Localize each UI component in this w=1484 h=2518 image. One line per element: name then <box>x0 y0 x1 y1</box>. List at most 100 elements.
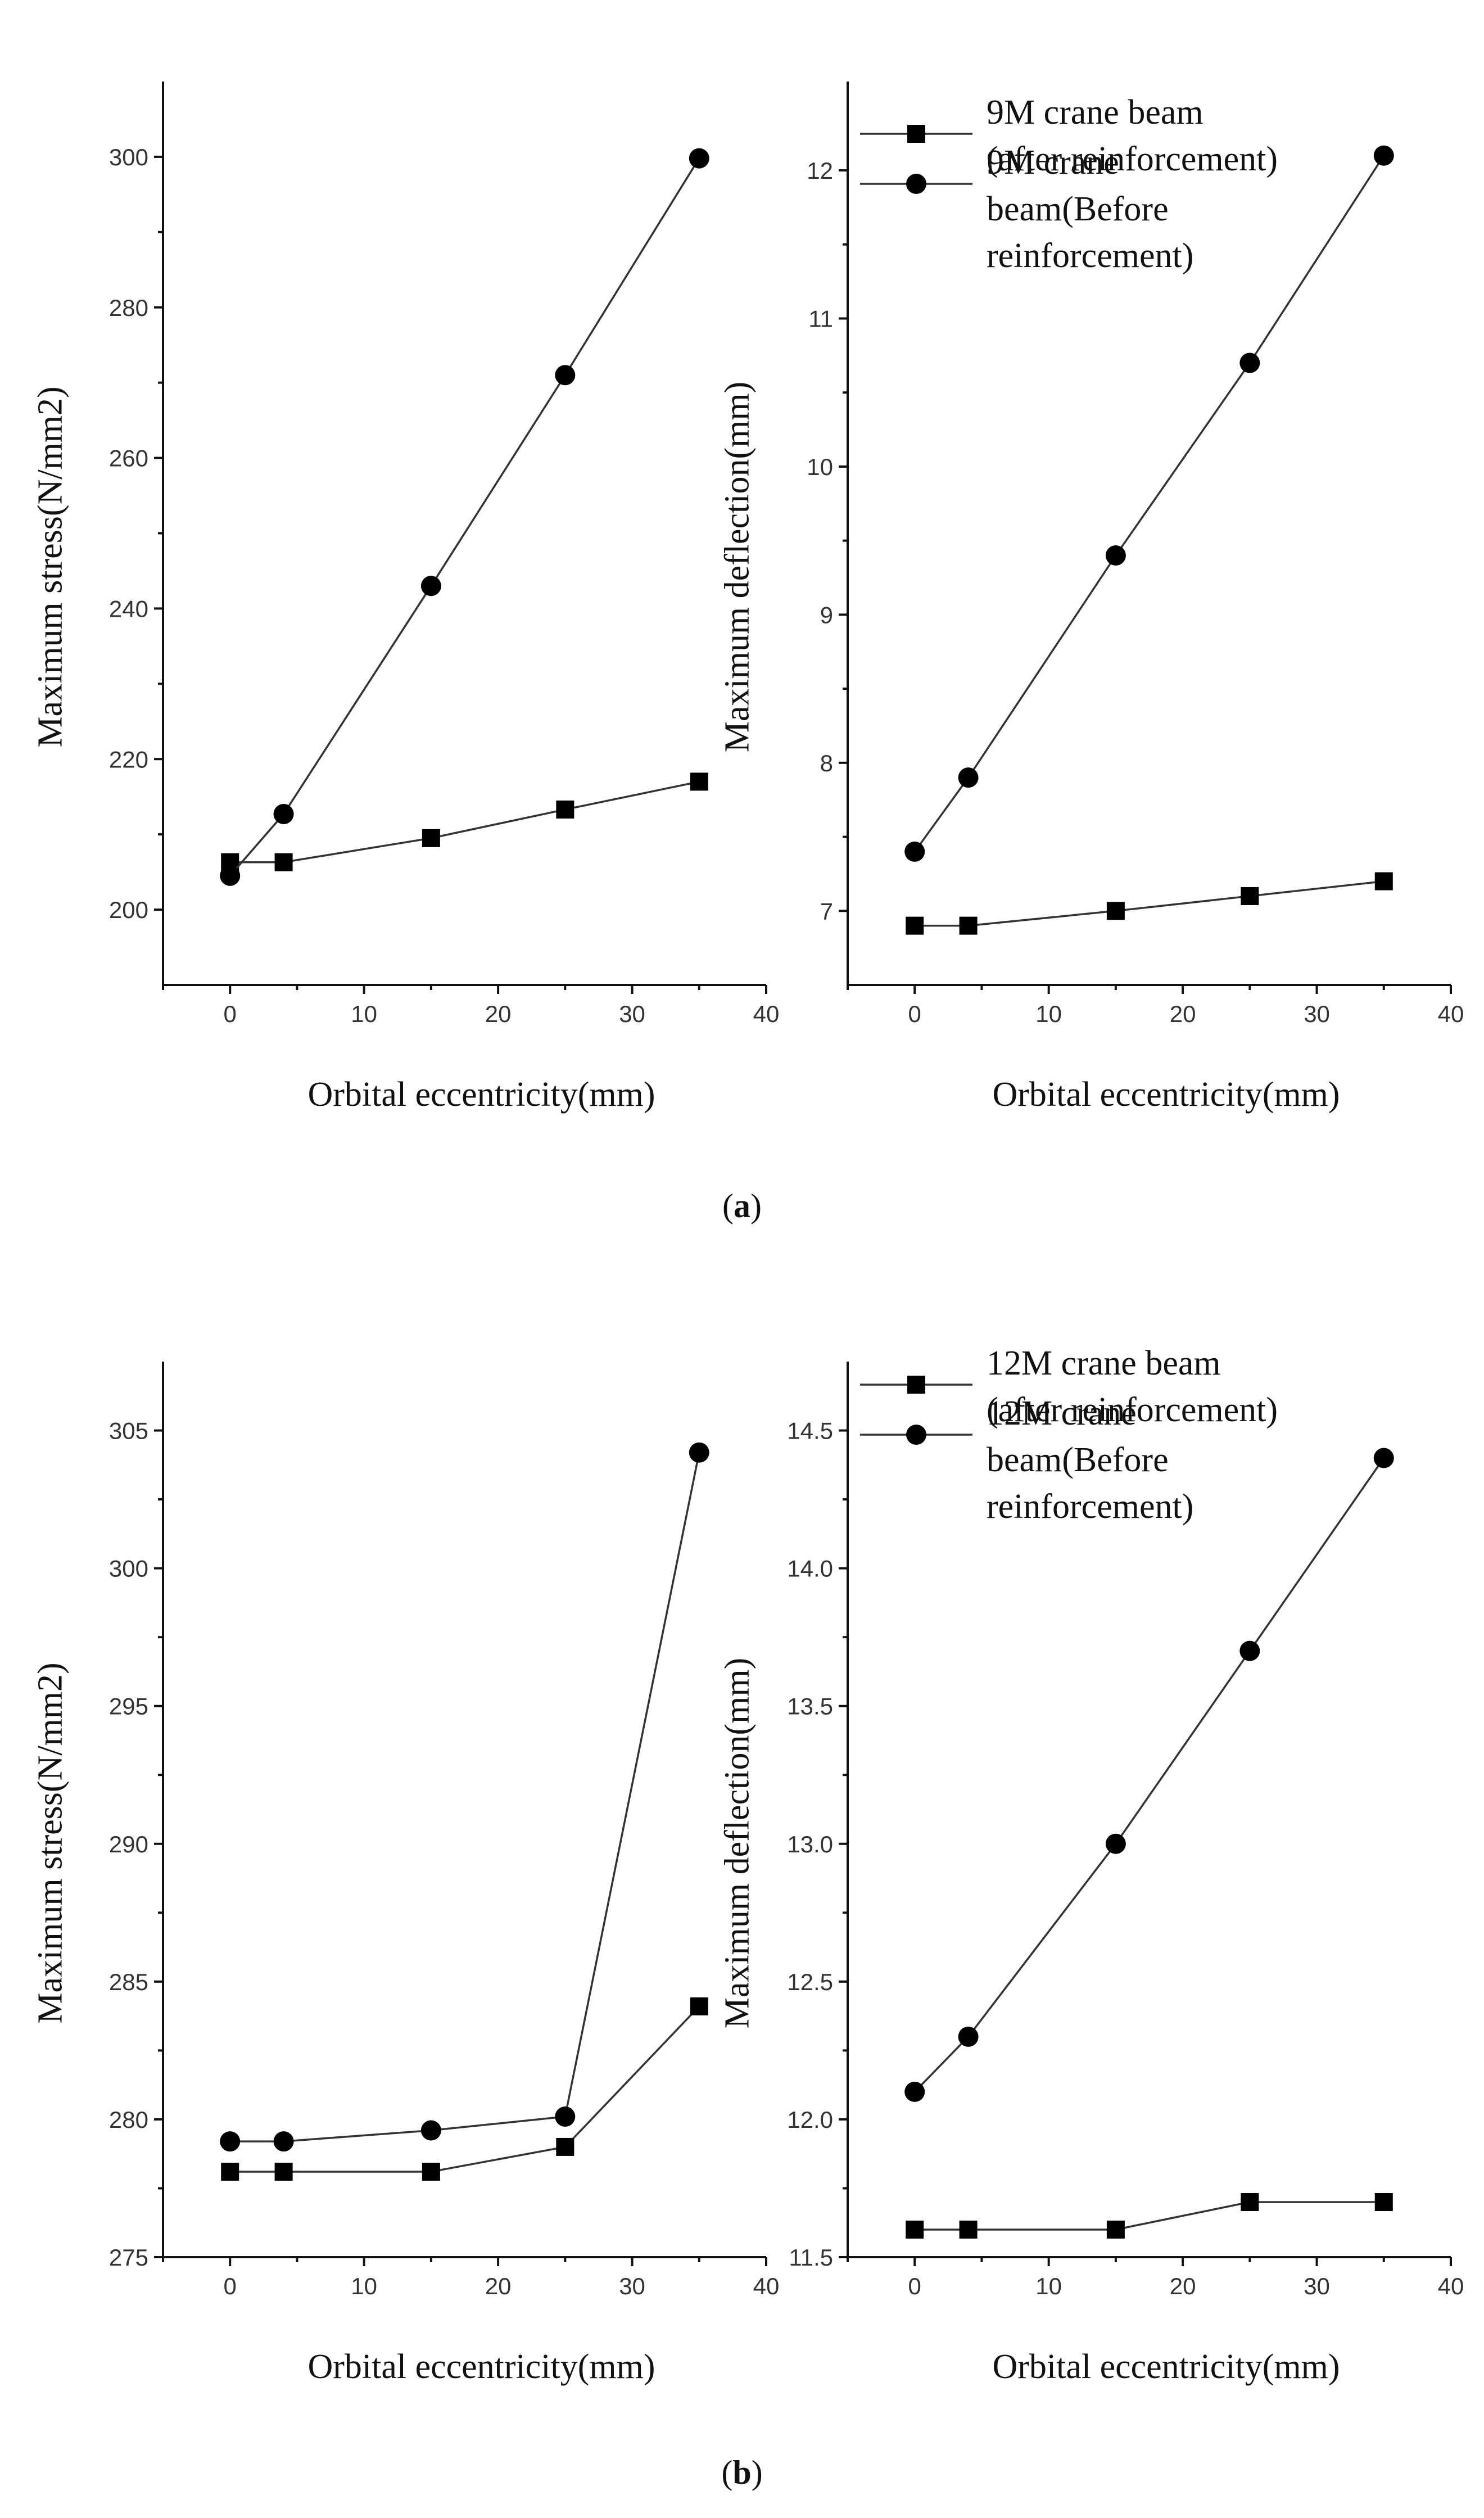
data-point-square <box>274 2163 293 2181</box>
y-tick-label: 14.0 <box>787 1556 833 1582</box>
y-tick-label: 220 <box>109 746 148 772</box>
x-tick-label: 0 <box>224 2273 237 2299</box>
x-tick-label: 40 <box>753 2273 780 2299</box>
data-point-circle <box>958 767 979 788</box>
data-point-square <box>221 2163 239 2181</box>
y-tick-label: 280 <box>109 295 148 321</box>
y-axis-title: Maximum deflection(mm) <box>718 382 757 752</box>
legend-label: (after reinforcement) <box>987 1391 1278 1429</box>
x-axis-title: Orbital eccentricity(mm) <box>307 2348 655 2386</box>
data-point-square <box>1241 2192 1259 2211</box>
y-tick-label: 295 <box>109 1693 148 1720</box>
data-point-square <box>1106 2220 1125 2239</box>
x-tick-label: 40 <box>753 1001 780 1027</box>
x-tick-label: 20 <box>485 1001 512 1027</box>
x-tick-label: 30 <box>1304 2273 1330 2299</box>
x-tick-label: 10 <box>351 2273 377 2299</box>
legend-label: (after reinforcement) <box>987 140 1278 178</box>
y-axis-title: Maximum deflection(mm) <box>718 1658 757 2028</box>
data-point-circle <box>555 365 576 386</box>
chart-b-deflection: 0 10 20 30 40 11.5 12.0 12.5 13.0 13.5 14.0 14.5 Orb… <box>718 1344 1464 2386</box>
x-tick-label: 10 <box>351 1001 377 1027</box>
y-tick-label: 260 <box>109 445 148 472</box>
data-point-square <box>1374 872 1393 890</box>
y-axis-title: Maximum stress(N/mm2) <box>31 1662 70 2023</box>
y-tick-label: 11 <box>808 306 833 332</box>
x-tick-label: 40 <box>1438 1001 1464 1027</box>
y-tick-label: 290 <box>109 1831 148 1857</box>
legend-label: reinforcement) <box>987 237 1193 275</box>
data-point-circle <box>689 1442 709 1463</box>
data-point-circle <box>420 576 441 596</box>
y-tick-label: 12.0 <box>787 2106 833 2133</box>
y-tick-label: 200 <box>109 897 148 923</box>
chart-b-stress: 0 10 20 30 40 275 280 285 290 295 300 305 Orbital ec… <box>31 1362 780 2386</box>
data-point-square <box>274 853 293 871</box>
data-point-square <box>690 772 708 791</box>
data-point-circle <box>1239 1640 1260 1661</box>
y-tick-label: 14.5 <box>787 1418 833 1444</box>
x-tick-label: 0 <box>908 1001 921 1027</box>
x-tick-label: 20 <box>1170 1001 1196 1027</box>
legend-marker-square <box>907 1376 925 1394</box>
x-tick-label: 10 <box>1035 1001 1062 1027</box>
y-tick-label: 13.0 <box>787 1831 833 1857</box>
y-axis-title: Maximum stress(N/mm2) <box>31 386 70 747</box>
data-point-circle <box>1105 1833 1126 1854</box>
x-tick-label: 0 <box>908 2273 921 2299</box>
panel-label-b: (b) <box>721 2454 762 2491</box>
data-point-circle <box>1105 545 1126 566</box>
legend-label: 12M crane <box>987 1394 1137 1432</box>
data-point-circle <box>220 865 241 886</box>
data-point-square <box>422 2163 440 2181</box>
y-tick-label: 305 <box>109 1418 148 1444</box>
data-point-square <box>1374 2192 1393 2211</box>
legend-label: 9M crane <box>987 143 1119 182</box>
y-tick-label: 280 <box>109 2106 148 2133</box>
data-point-circle <box>904 2081 925 2102</box>
data-point-circle <box>420 2120 441 2141</box>
y-tick-label: 9 <box>820 602 833 628</box>
legend-label: beam(Before <box>987 190 1169 228</box>
y-tick-label: 7 <box>820 898 833 924</box>
panel-label-a: (a) <box>722 1187 762 1224</box>
x-axis-title: Orbital eccentricity(mm) <box>307 1075 655 1114</box>
y-tick-label: 10 <box>807 454 833 480</box>
y-tick-label: 12.5 <box>787 1969 833 1995</box>
legend-marker-square <box>907 125 925 143</box>
x-tick-label: 20 <box>1170 2273 1196 2299</box>
legend-label: reinforcement) <box>987 1488 1193 1526</box>
legend-label: beam(Before <box>987 1441 1169 1479</box>
data-point-square <box>959 916 978 935</box>
data-point-circle <box>958 2026 979 2047</box>
x-tick-label: 40 <box>1438 2273 1464 2299</box>
data-point-square <box>690 1997 708 2015</box>
data-point-square <box>1241 887 1259 905</box>
y-tick-label: 12 <box>807 157 833 184</box>
data-point-square <box>959 2220 978 2239</box>
data-point-circle <box>273 2131 294 2152</box>
x-tick-label: 20 <box>485 2273 512 2299</box>
data-point-square <box>906 2220 924 2239</box>
x-tick-label: 30 <box>619 1001 645 1027</box>
data-point-circle <box>555 2106 576 2127</box>
data-point-circle <box>904 841 925 862</box>
y-tick-label: 240 <box>109 595 148 622</box>
x-axis-title: Orbital eccentricity(mm) <box>992 1075 1340 1114</box>
chart-a-deflection: 0 10 20 30 40 7 8 9 10 11 12 Orbital eccentricity(m… <box>718 82 1464 1114</box>
x-tick-label: 30 <box>1304 1001 1330 1027</box>
y-tick-label: 285 <box>109 1969 148 1995</box>
legend-label: 9M crane beam <box>987 93 1204 132</box>
x-tick-label: 30 <box>619 2273 645 2299</box>
x-tick-label: 10 <box>1035 2273 1062 2299</box>
y-tick-label: 300 <box>109 1556 148 1582</box>
data-point-circle <box>1373 1448 1394 1468</box>
data-point-circle <box>1239 352 1260 373</box>
data-point-square <box>556 800 574 819</box>
data-point-square <box>422 829 440 847</box>
y-tick-label: 8 <box>820 750 833 776</box>
chart-a-stress: 0 10 20 30 40 200 220 240 260 280 300 Orbital eccen… <box>31 82 780 1114</box>
y-tick-label: 13.5 <box>787 1693 833 1720</box>
data-point-circle <box>689 148 709 169</box>
